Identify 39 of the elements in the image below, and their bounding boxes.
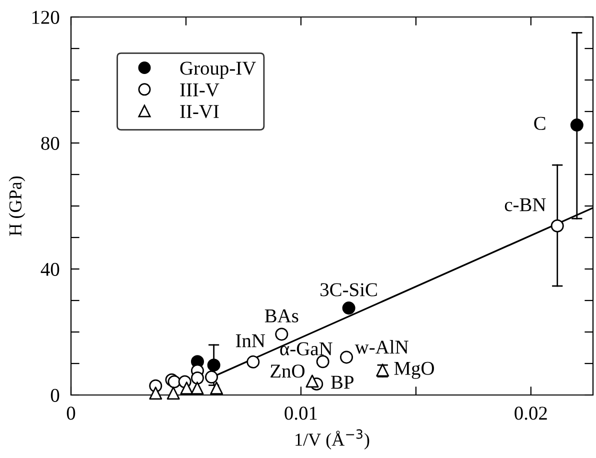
point [570, 118, 584, 132]
point [207, 358, 220, 372]
x-tick-label: 0 [66, 406, 76, 420]
y-tick-label: 120 [32, 10, 60, 24]
legend-label: III-V [180, 83, 220, 97]
annotation: ZnO [270, 364, 304, 378]
annotation: InN [236, 334, 266, 348]
annotation: MgO [394, 362, 434, 379]
point [168, 375, 181, 388]
annotation: w-AlN [354, 340, 408, 354]
point [342, 302, 356, 315]
annotation: BP [331, 376, 354, 389]
point [190, 371, 204, 384]
y-tick-label: 80 [41, 136, 60, 150]
point [205, 370, 218, 384]
point [210, 382, 224, 395]
point [180, 382, 194, 395]
legend-label: Group-IV [180, 62, 256, 79]
point [166, 386, 180, 400]
annotation: C [534, 116, 546, 130]
point [316, 355, 330, 368]
point [306, 374, 319, 388]
point [246, 355, 260, 368]
x-axis-title: 1/V (Å$^{−3}$) [296, 429, 370, 450]
annotation: c-BN [504, 198, 546, 212]
point [275, 328, 288, 341]
annotation: α-GaN [280, 342, 332, 356]
y-tick-label: 0 [50, 388, 60, 402]
y-axis-title: H (GPa) [8, 176, 26, 236]
point [340, 350, 353, 364]
x-tick-label: 0.02 [514, 406, 547, 420]
y-tick-label: 40 [40, 262, 60, 276]
x-tick-label: 0.01 [284, 406, 317, 420]
legend-label: II-VI [180, 105, 219, 118]
point [550, 219, 564, 232]
annotation: 3C-SiC [320, 283, 377, 296]
annotation: BAs [264, 309, 298, 322]
point [190, 382, 204, 395]
point [149, 386, 162, 400]
